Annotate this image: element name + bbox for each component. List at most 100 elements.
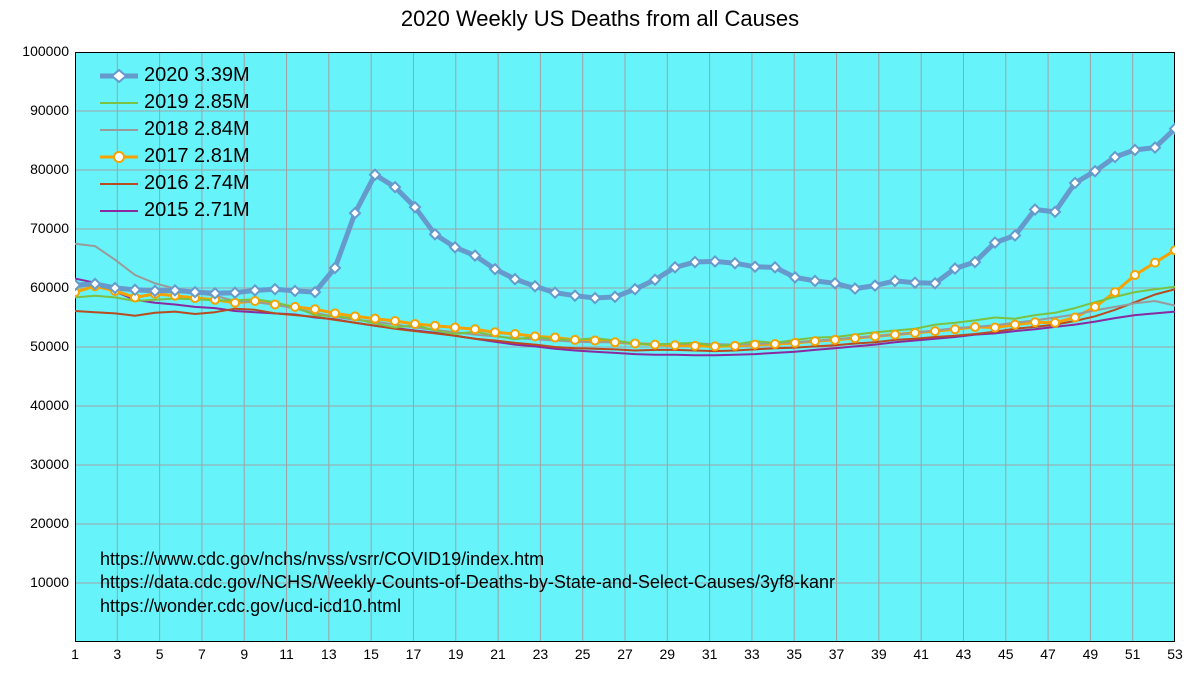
x-tick-label: 23	[528, 646, 552, 662]
y-tick-label: 70000	[0, 220, 69, 236]
marker-2017	[811, 337, 819, 345]
marker-2017	[691, 342, 699, 350]
legend-swatch-icon	[100, 120, 138, 140]
marker-2017	[631, 339, 639, 347]
y-tick-label: 100000	[0, 43, 69, 59]
marker-2017	[1171, 246, 1175, 254]
marker-2017	[711, 342, 719, 350]
x-tick-label: 7	[190, 646, 214, 662]
y-tick-label: 50000	[0, 338, 69, 354]
x-tick-label: 49	[1078, 646, 1102, 662]
source-links: https://www.cdc.gov/nchs/nvss/vsrr/COVID…	[100, 548, 835, 618]
x-tick-label: 3	[105, 646, 129, 662]
marker-2017	[671, 341, 679, 349]
x-tick-label: 35	[782, 646, 806, 662]
x-tick-label: 15	[359, 646, 383, 662]
marker-2017	[771, 340, 779, 348]
marker-2017	[471, 325, 479, 333]
legend-item-2018: 2018 2.84M	[100, 116, 250, 143]
legend-label: 2020 3.39M	[144, 62, 250, 89]
source-link: https://wonder.cdc.gov/ucd-icd10.html	[100, 595, 835, 618]
marker-2017	[411, 320, 419, 328]
marker-2017	[1031, 318, 1039, 326]
legend-item-2015: 2015 2.71M	[100, 197, 250, 224]
marker-2017	[271, 301, 279, 309]
x-tick-label: 27	[613, 646, 637, 662]
x-tick-label: 5	[148, 646, 172, 662]
y-tick-label: 80000	[0, 161, 69, 177]
x-tick-label: 1	[63, 646, 87, 662]
x-tick-label: 11	[275, 646, 299, 662]
x-tick-label: 17	[401, 646, 425, 662]
marker-2017	[951, 325, 959, 333]
legend-swatch-icon	[100, 147, 138, 167]
y-tick-label: 20000	[0, 515, 69, 531]
x-tick-label: 29	[655, 646, 679, 662]
x-tick-label: 31	[698, 646, 722, 662]
marker-2017	[291, 303, 299, 311]
y-tick-label: 10000	[0, 574, 69, 590]
marker-2017	[1011, 321, 1019, 329]
x-tick-label: 19	[444, 646, 468, 662]
legend-label: 2019 2.85M	[144, 89, 250, 116]
marker-2017	[851, 334, 859, 342]
legend-label: 2017 2.81M	[144, 143, 250, 170]
marker-2017	[791, 339, 799, 347]
marker-2017	[611, 338, 619, 346]
marker-2017	[331, 309, 339, 317]
marker-2017	[1131, 271, 1139, 279]
x-tick-label: 41	[909, 646, 933, 662]
marker-2017	[451, 324, 459, 332]
chart-title: 2020 Weekly US Deaths from all Causes	[0, 6, 1200, 32]
x-tick-label: 45	[994, 646, 1018, 662]
x-tick-label: 13	[317, 646, 341, 662]
x-tick-label: 51	[1121, 646, 1145, 662]
marker-2017	[651, 341, 659, 349]
marker-2017	[831, 336, 839, 344]
x-tick-label: 9	[232, 646, 256, 662]
marker-2017	[571, 336, 579, 344]
marker-2017	[891, 331, 899, 339]
legend-swatch-icon	[100, 201, 138, 221]
y-tick-label: 30000	[0, 456, 69, 472]
marker-2017	[351, 312, 359, 320]
y-tick-label: 60000	[0, 279, 69, 295]
marker-2017	[1091, 303, 1099, 311]
marker-2017	[311, 305, 319, 313]
x-tick-label: 33	[740, 646, 764, 662]
source-link: https://data.cdc.gov/NCHS/Weekly-Counts-…	[100, 571, 835, 594]
marker-2017	[511, 330, 519, 338]
legend-item-2017: 2017 2.81M	[100, 143, 250, 170]
marker-2017	[231, 299, 239, 307]
x-tick-label: 53	[1163, 646, 1187, 662]
legend-swatch-icon	[100, 93, 138, 113]
x-tick-label: 47	[1036, 646, 1060, 662]
x-tick-label: 43	[951, 646, 975, 662]
y-tick-label: 90000	[0, 102, 69, 118]
marker-2017	[531, 332, 539, 340]
marker-2017	[391, 317, 399, 325]
legend-item-2019: 2019 2.85M	[100, 89, 250, 116]
x-tick-label: 21	[486, 646, 510, 662]
marker-2017	[431, 322, 439, 330]
marker-2017	[491, 328, 499, 336]
marker-2017	[1111, 288, 1119, 296]
legend-label: 2018 2.84M	[144, 116, 250, 143]
legend: 2020 3.39M2019 2.85M2018 2.84M2017 2.81M…	[100, 62, 250, 224]
x-tick-label: 37	[825, 646, 849, 662]
marker-2017	[911, 329, 919, 337]
legend-label: 2015 2.71M	[144, 197, 250, 224]
legend-swatch-icon	[100, 174, 138, 194]
marker-2017	[991, 324, 999, 332]
marker-2017	[551, 334, 559, 342]
marker-2017	[591, 337, 599, 345]
marker-2017	[1071, 314, 1079, 322]
x-tick-label: 25	[571, 646, 595, 662]
marker-2017	[731, 342, 739, 350]
marker-2017	[931, 327, 939, 335]
y-tick-label: 40000	[0, 397, 69, 413]
source-link: https://www.cdc.gov/nchs/nvss/vsrr/COVID…	[100, 548, 835, 571]
legend-swatch-icon	[100, 66, 138, 86]
marker-2017	[251, 297, 259, 305]
marker-2017	[371, 315, 379, 323]
